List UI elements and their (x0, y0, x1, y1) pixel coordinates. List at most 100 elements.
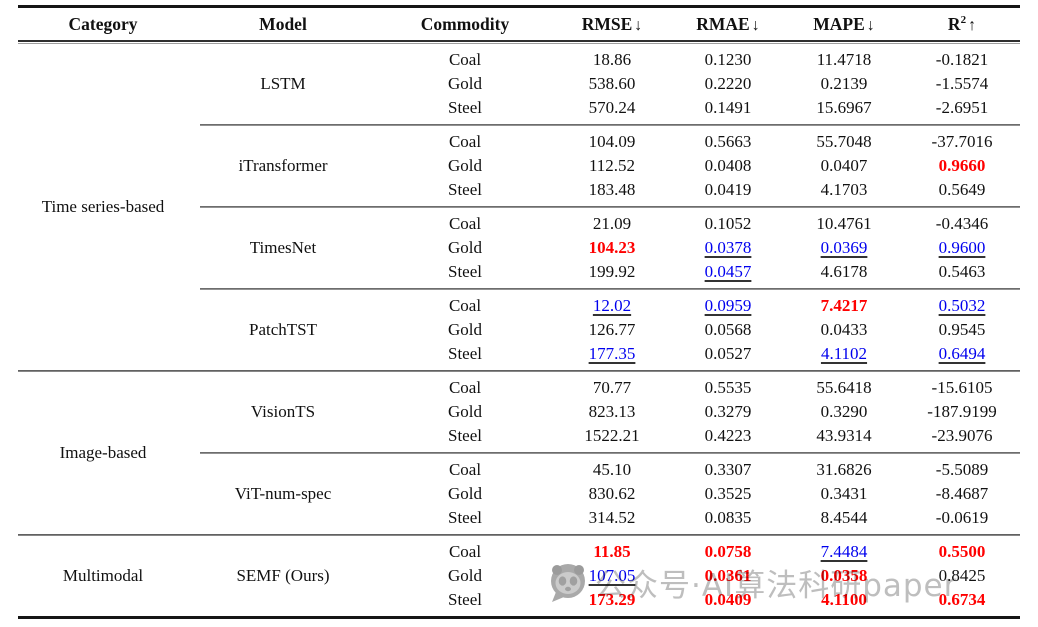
metric-value: 0.1052 (704, 214, 752, 233)
model-divider-rule (200, 206, 1020, 208)
model-block: iTransformer Coal 104.09 0.5663 55.7048 -37.7… (18, 126, 1020, 206)
model-rows: Coal 104.09 0.5663 55.7048 -37.7016 Gold 112.5… (378, 130, 1020, 202)
table-row: Steel 314.52 0.0835 8.4544 -0.0619 (378, 506, 1020, 530)
down-arrow-icon: ↓ (751, 16, 760, 34)
table-row: Coal 11.85 0.0758 7.4484 0.5500 (378, 540, 1020, 564)
down-arrow-icon: ↓ (634, 16, 643, 34)
metric-value: 21.09 (592, 214, 632, 233)
commodity-cell: Gold (448, 156, 482, 175)
model-rows: Coal 12.02 0.0959 7.4217 0.5032 Gold 126.77 0.0… (378, 294, 1020, 366)
category-spacer (18, 376, 188, 448)
metric-value: 0.0568 (704, 320, 752, 339)
metric-value: 4.1100 (821, 590, 867, 609)
model-name: VisionTS (250, 402, 316, 421)
metric-value: 4.6178 (820, 262, 868, 281)
metric-value: -2.6951 (935, 98, 989, 117)
category-section: Multimodal SEMF (Ours) Coal 11.85 0.0758 7.44… (18, 536, 1020, 616)
model-block: VisionTS Coal 70.77 0.5535 55.6418 -15.6105 Go… (18, 372, 1020, 452)
model-name: LSTM (260, 74, 306, 93)
metric-value: 31.6826 (816, 460, 872, 479)
model-cell: PatchTST (188, 294, 378, 366)
header-rmae: RMAE ↓ (696, 13, 760, 34)
header-mape: MAPE ↓ (813, 13, 875, 34)
commodity-cell: Gold (448, 238, 482, 257)
model-name: iTransformer (238, 156, 328, 175)
category-spacer (18, 458, 188, 530)
model-block: PatchTST Coal 12.02 0.0959 7.4217 0.5032 Gold 1… (18, 290, 1020, 370)
model-divider-rule (200, 124, 1020, 126)
category-divider-rule (18, 534, 1020, 536)
model-block: SEMF (Ours) Coal 11.85 0.0758 7.4484 0.5500 Go… (18, 536, 1020, 616)
table-bottom-rule (18, 616, 1020, 619)
table-row: Coal 18.86 0.1230 11.4718 -0.1821 (378, 48, 1020, 72)
commodity-cell: Coal (448, 132, 482, 151)
metric-value: 0.0835 (704, 508, 752, 527)
model-cell: LSTM (188, 48, 378, 120)
model-block: LSTM Coal 18.86 0.1230 11.4718 -0.1821 Gold 538… (18, 44, 1020, 124)
metric-value: 0.2220 (704, 74, 752, 93)
model-cell: iTransformer (188, 130, 378, 202)
metric-value: 0.5663 (704, 132, 752, 151)
table-row: Steel 177.35 0.0527 4.1102 0.6494 (378, 342, 1020, 366)
metric-value: -0.1821 (935, 50, 989, 69)
metric-value: 570.24 (588, 98, 636, 117)
metric-value: 0.9660 (938, 156, 986, 175)
model-block: TimesNet Coal 21.09 0.1052 10.4761 -0.4346 Gol… (18, 208, 1020, 288)
metric-value: 11.85 (593, 542, 631, 561)
model-rows: Coal 18.86 0.1230 11.4718 -0.1821 Gold 538.60 0… (378, 48, 1020, 120)
table-row: Coal 104.09 0.5663 55.7048 -37.7016 (378, 130, 1020, 154)
metric-value: 0.0361 (704, 566, 752, 585)
header-model: Model (259, 13, 307, 34)
metric-value: 0.1491 (704, 98, 752, 117)
commodity-cell: Gold (448, 566, 482, 585)
commodity-cell: Steel (448, 180, 482, 199)
commodity-cell: Coal (448, 460, 482, 479)
metric-value: 55.6418 (816, 378, 872, 397)
metric-value: 1522.21 (584, 426, 640, 445)
commodity-cell: Steel (448, 426, 482, 445)
metric-value: 107.05 (588, 566, 636, 585)
metric-value: -37.7016 (931, 132, 993, 151)
model-rows: Coal 70.77 0.5535 55.6418 -15.6105 Gold 823.13… (378, 376, 1020, 448)
commodity-cell: Gold (448, 402, 482, 421)
metric-value: 823.13 (588, 402, 636, 421)
down-arrow-icon: ↓ (866, 16, 875, 34)
metric-value: 4.1102 (820, 344, 868, 363)
metric-value: 4.1703 (820, 180, 868, 199)
metric-value: 10.4761 (816, 214, 872, 233)
model-name: ViT-num-spec (234, 484, 332, 503)
metric-value: -5.5089 (935, 460, 989, 479)
metric-value: -8.4687 (935, 484, 989, 503)
metric-value: 0.5463 (938, 262, 986, 281)
category-section: Image-based VisionTS Coal 70.77 0.5535 55.641… (18, 372, 1020, 534)
metric-value: 7.4484 (820, 542, 868, 561)
model-divider-rule (200, 452, 1020, 454)
category-label: Multimodal (62, 566, 144, 585)
model-divider-rule (200, 288, 1020, 290)
commodity-cell: Gold (448, 320, 482, 339)
metric-value: 0.5500 (938, 542, 986, 561)
metric-value: -15.6105 (931, 378, 993, 397)
commodity-cell: Coal (448, 542, 482, 561)
metric-value: 0.4223 (704, 426, 752, 445)
metric-value: 0.0409 (704, 590, 752, 609)
table-row: Steel 1522.21 0.4223 43.9314 -23.9076 (378, 424, 1020, 448)
model-cell: SEMF (Ours) (188, 540, 378, 612)
model-cell: TimesNet (188, 212, 378, 284)
metric-value: 11.4718 (816, 50, 872, 69)
metric-value: 112.52 (588, 156, 636, 175)
metric-value: 173.29 (588, 590, 636, 609)
metric-value: -0.0619 (935, 508, 989, 527)
metric-value: -1.5574 (935, 74, 989, 93)
model-block: ViT-num-spec Coal 45.10 0.3307 31.6826 -5.508… (18, 454, 1020, 534)
table-row: Steel 570.24 0.1491 15.6967 -2.6951 (378, 96, 1020, 120)
table-row: Coal 70.77 0.5535 55.6418 -15.6105 (378, 376, 1020, 400)
metric-value: 0.5032 (938, 296, 986, 315)
model-rows: Coal 21.09 0.1052 10.4761 -0.4346 Gold 104.23 0… (378, 212, 1020, 284)
metric-value: 199.92 (588, 262, 636, 281)
commodity-cell: Gold (448, 74, 482, 93)
table-row: Steel 183.48 0.0419 4.1703 0.5649 (378, 178, 1020, 202)
metric-value: 314.52 (588, 508, 636, 527)
model-cell: VisionTS (188, 376, 378, 448)
header-category: Category (68, 13, 138, 34)
